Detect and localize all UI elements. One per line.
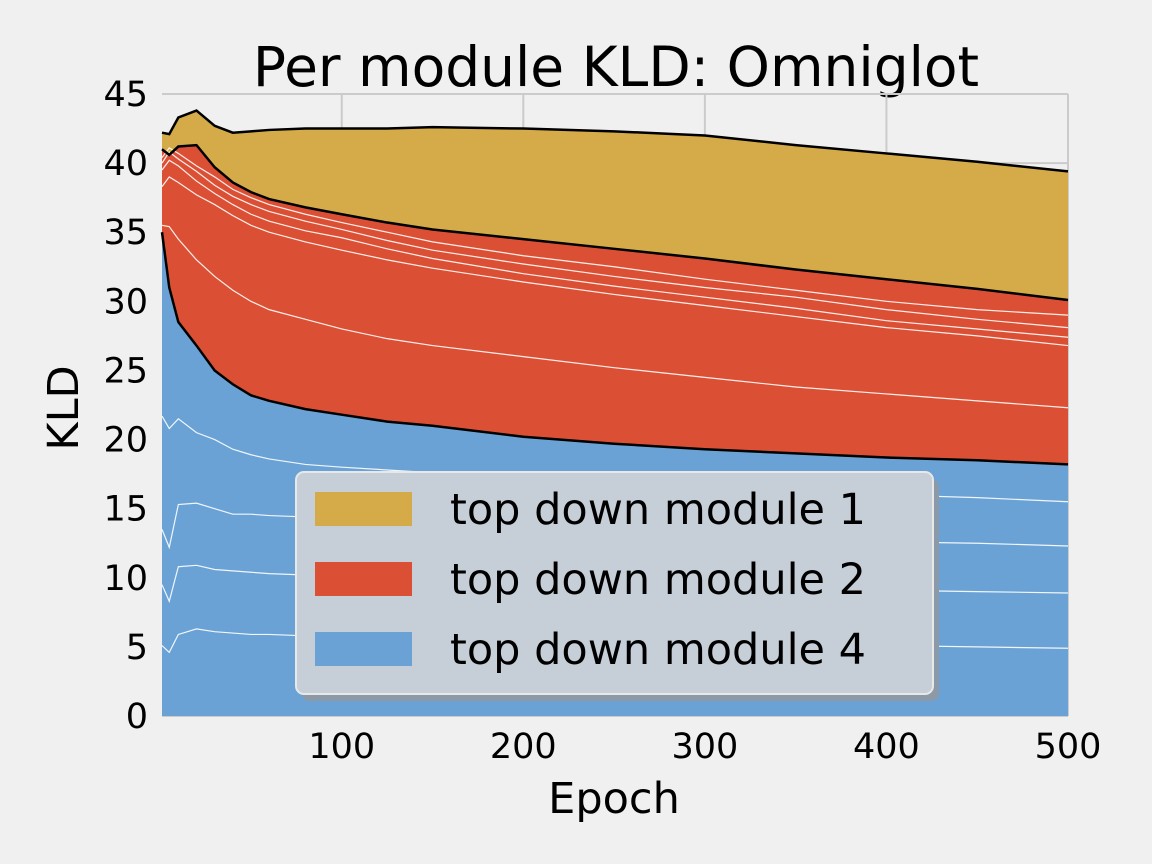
y-tick-label: 10 bbox=[103, 559, 148, 599]
x-tick-label: 400 bbox=[853, 727, 920, 767]
y-tick-label: 25 bbox=[103, 351, 148, 391]
boundary-line bbox=[160, 232, 1069, 466]
x-axis-label: Epoch bbox=[548, 774, 680, 824]
y-tick-label: 15 bbox=[103, 490, 148, 530]
subline bbox=[161, 151, 1069, 329]
legend-label: top down module 4 bbox=[450, 625, 866, 675]
x-tick-labels: 100 200 300 400 500 bbox=[308, 727, 1101, 767]
x-tick-label: 300 bbox=[671, 727, 738, 767]
boundary-lines bbox=[160, 109, 1069, 466]
legend-items: top down module 1 top down module 2 top do… bbox=[315, 485, 866, 675]
y-tick-label: 30 bbox=[103, 282, 148, 322]
y-axis-label: KLD bbox=[39, 365, 89, 450]
x-tick-label: 100 bbox=[308, 727, 375, 767]
boundary-line bbox=[161, 109, 1069, 173]
y-tick-label: 35 bbox=[103, 213, 148, 253]
chart-title: Per module KLD: Omniglot bbox=[253, 35, 979, 99]
y-tick-label: 0 bbox=[126, 697, 148, 737]
legend-swatch bbox=[315, 632, 412, 666]
y-tick-label: 5 bbox=[126, 628, 148, 668]
legend: top down module 1 top down module 2 top do… bbox=[295, 471, 939, 701]
legend-label: top down module 1 bbox=[450, 485, 866, 535]
legend-box bbox=[295, 471, 934, 695]
area-top-down-module-1 bbox=[162, 110, 1068, 300]
legend-swatch bbox=[315, 492, 412, 526]
y-tick-label: 20 bbox=[103, 421, 148, 461]
x-tick-label: 200 bbox=[490, 727, 557, 767]
boundary-line bbox=[161, 143, 1069, 302]
legend-swatch bbox=[315, 562, 412, 596]
subline bbox=[161, 159, 1069, 338]
subline bbox=[161, 147, 1069, 316]
legend-label: top down module 2 bbox=[450, 555, 866, 605]
x-tick-label: 500 bbox=[1035, 727, 1102, 767]
area-top-down-module-2 bbox=[162, 145, 1068, 465]
y-tick-label: 40 bbox=[103, 144, 148, 184]
y-tick-label: 45 bbox=[103, 75, 148, 115]
y-tick-labels: 0 5 10 15 20 25 30 35 40 45 bbox=[103, 75, 148, 737]
subline bbox=[161, 224, 1069, 409]
subline bbox=[161, 176, 1069, 347]
